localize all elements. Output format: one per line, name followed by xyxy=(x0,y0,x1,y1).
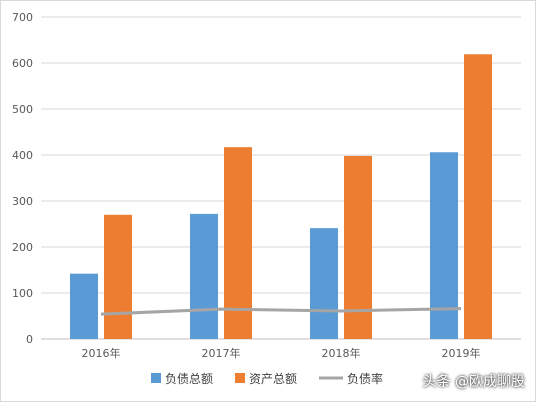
legend-swatch xyxy=(235,373,245,383)
y-tick-label: 600 xyxy=(12,57,33,70)
bar xyxy=(190,213,218,339)
x-tick-label: 2019年 xyxy=(442,346,481,360)
y-axis: 0 100 200 300 400 500 600 700 xyxy=(12,11,33,346)
y-tick-label: 500 xyxy=(12,103,33,116)
watermark: 头条 @欧成聊股 xyxy=(422,374,525,390)
bars xyxy=(70,54,492,339)
bar xyxy=(224,147,252,339)
bar xyxy=(104,214,132,339)
legend-label: 负债总额 xyxy=(165,372,213,386)
x-axis: 2016年 2017年 2018年 2019年 xyxy=(82,346,481,360)
x-tick-label: 2017年 xyxy=(202,346,241,360)
y-tick-label: 400 xyxy=(12,149,33,162)
bar xyxy=(310,228,338,339)
line-series xyxy=(100,307,462,316)
bar xyxy=(430,152,458,339)
y-tick-label: 200 xyxy=(12,241,33,254)
legend-swatch xyxy=(151,373,161,383)
x-tick-label: 2018年 xyxy=(322,346,361,360)
legend: 负债总额 资产总额 负债率 xyxy=(151,371,383,386)
bar xyxy=(344,155,372,339)
legend-label: 负债率 xyxy=(347,371,383,386)
line-series-path xyxy=(100,307,462,316)
bar xyxy=(70,273,98,339)
y-tick-label: 0 xyxy=(26,333,33,346)
bar xyxy=(464,54,492,339)
y-tick-label: 700 xyxy=(12,11,33,24)
legend-label: 资产总额 xyxy=(249,372,297,386)
y-tick-label: 300 xyxy=(12,195,33,208)
x-tick-label: 2016年 xyxy=(82,346,121,360)
y-tick-label: 100 xyxy=(12,287,33,300)
